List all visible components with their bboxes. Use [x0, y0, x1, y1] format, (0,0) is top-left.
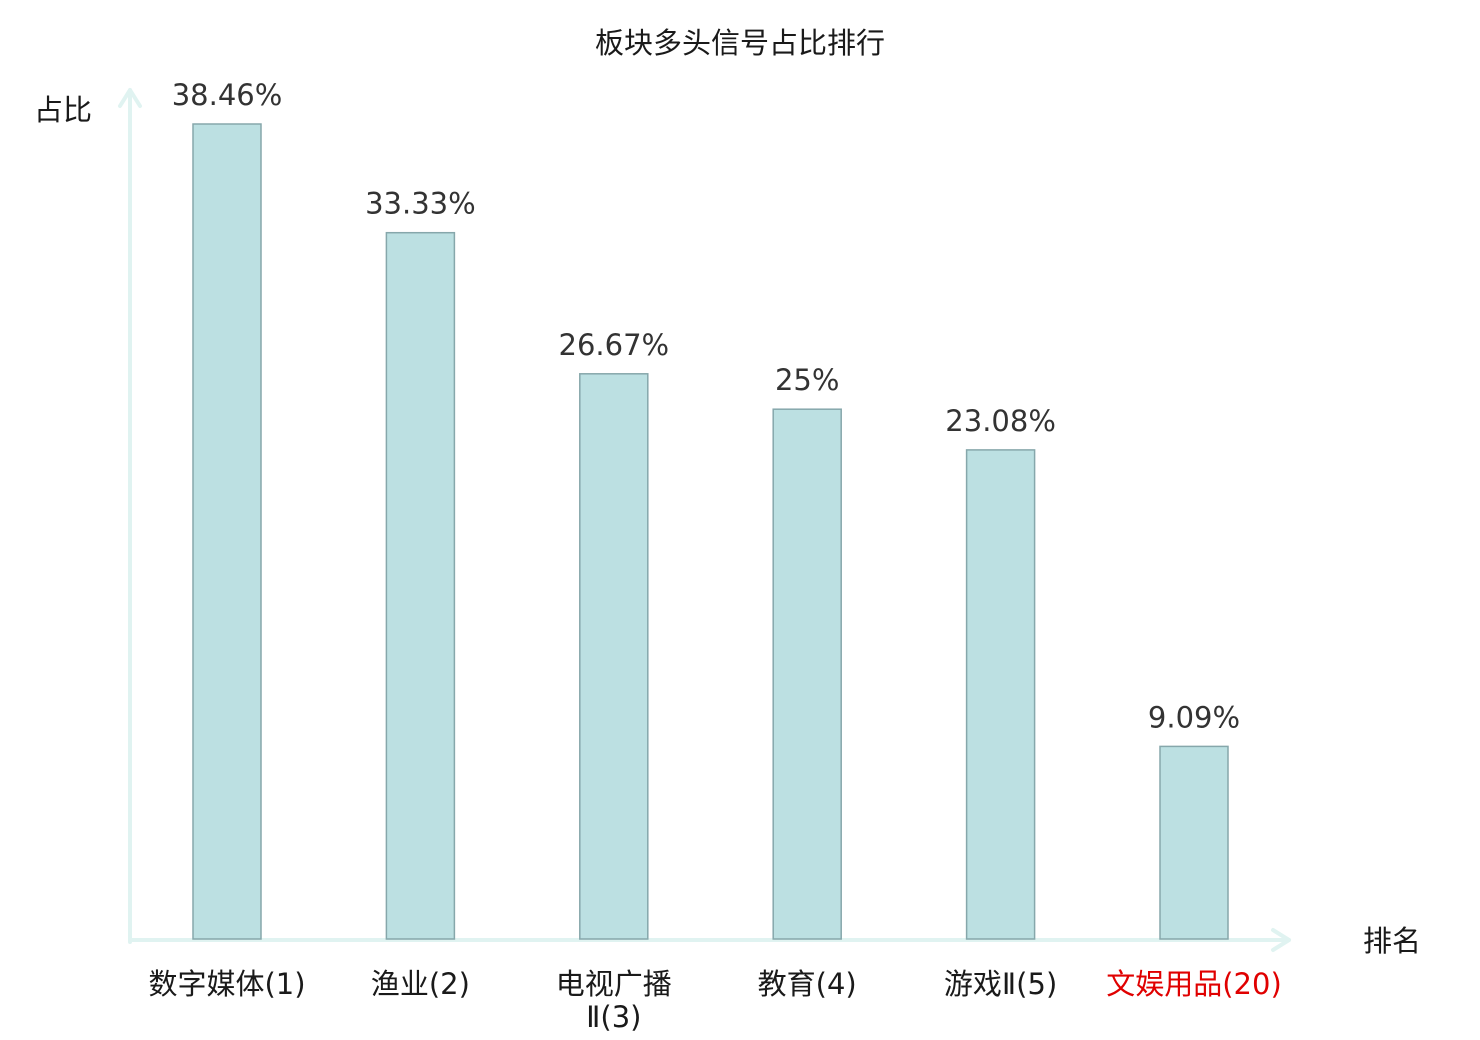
y-axis-label: 占比	[34, 93, 92, 127]
bar-2	[385, 231, 456, 940]
bar-4	[772, 408, 842, 940]
value-label-5: 23.08%	[945, 404, 1056, 438]
bars-group	[192, 123, 1229, 940]
value-label-2: 33.33%	[365, 187, 476, 221]
y-axis: 占比	[34, 88, 142, 944]
category-label-1: 数字媒体(1)	[148, 967, 305, 1001]
category-label-6: 文娱用品(20)	[1106, 967, 1282, 1001]
x-axis-label: 排名	[1363, 924, 1421, 958]
y-axis-arrow	[118, 88, 142, 108]
value-label-4: 25%	[775, 363, 839, 397]
x-axis: 排名	[128, 924, 1421, 958]
bar-6	[1159, 745, 1229, 940]
category-label-3-line-1: 电视广播	[556, 967, 672, 1001]
value-label-3: 26.67%	[559, 328, 670, 362]
value-labels-group: 38.46% 33.33% 26.67% 25% 23.08% 9.09%	[172, 78, 1240, 734]
bar-1	[192, 123, 262, 940]
bar-5	[965, 449, 1036, 940]
chart-title: 板块多头信号占比排行	[595, 26, 885, 60]
x-axis-arrow	[1271, 928, 1291, 952]
value-label-1: 38.46%	[172, 78, 283, 112]
category-label-4: 教育(4)	[758, 967, 857, 1001]
category-label-2: 渔业(2)	[371, 967, 470, 1001]
value-label-6: 9.09%	[1148, 700, 1240, 734]
category-label-3-line-2: Ⅱ(3)	[586, 1000, 641, 1034]
category-label-5: 游戏Ⅱ(5)	[944, 967, 1057, 1001]
bar-3	[579, 373, 649, 940]
